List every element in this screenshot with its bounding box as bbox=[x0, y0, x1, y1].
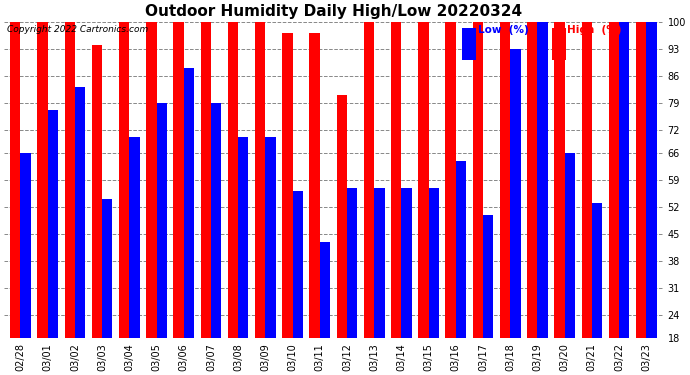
Bar bbox=[282, 33, 293, 338]
Bar bbox=[428, 188, 439, 338]
Bar bbox=[266, 137, 276, 338]
Bar bbox=[157, 103, 167, 338]
Bar bbox=[102, 199, 112, 338]
Bar bbox=[374, 188, 384, 338]
Bar bbox=[636, 0, 647, 338]
Bar bbox=[619, 22, 629, 338]
Bar bbox=[592, 203, 602, 338]
Text: Low  (%): Low (%) bbox=[478, 25, 529, 35]
Bar bbox=[201, 0, 211, 338]
Bar bbox=[538, 18, 548, 338]
Bar bbox=[473, 0, 483, 338]
Bar bbox=[609, 0, 619, 338]
Bar bbox=[10, 0, 21, 338]
Bar bbox=[446, 0, 456, 338]
Text: Copyright 2022 Cartronics.com: Copyright 2022 Cartronics.com bbox=[8, 25, 149, 34]
Bar bbox=[462, 28, 476, 60]
Bar bbox=[500, 0, 510, 338]
Bar bbox=[554, 0, 564, 338]
Bar bbox=[347, 188, 357, 338]
Bar bbox=[319, 242, 330, 338]
Bar bbox=[48, 110, 58, 338]
Bar bbox=[527, 0, 538, 338]
Bar bbox=[483, 214, 493, 338]
Bar bbox=[146, 0, 157, 338]
Bar bbox=[337, 95, 347, 338]
Text: High  (%): High (%) bbox=[567, 25, 622, 35]
Bar bbox=[456, 160, 466, 338]
Bar bbox=[75, 87, 86, 338]
Bar bbox=[65, 0, 75, 338]
Bar bbox=[582, 0, 592, 338]
Bar bbox=[293, 191, 303, 338]
Bar bbox=[402, 188, 412, 338]
Bar bbox=[647, 0, 657, 338]
Bar bbox=[255, 0, 266, 338]
Bar bbox=[129, 137, 139, 338]
Bar bbox=[21, 153, 31, 338]
Bar bbox=[391, 0, 402, 338]
Bar bbox=[184, 68, 194, 338]
Bar bbox=[119, 3, 129, 338]
Bar bbox=[364, 0, 374, 338]
Bar bbox=[211, 103, 221, 338]
Bar bbox=[37, 0, 48, 338]
Bar bbox=[564, 153, 575, 338]
Bar bbox=[309, 33, 319, 338]
Bar bbox=[552, 28, 566, 60]
Bar bbox=[173, 0, 184, 338]
Bar bbox=[228, 0, 238, 338]
Title: Outdoor Humidity Daily High/Low 20220324: Outdoor Humidity Daily High/Low 20220324 bbox=[145, 4, 522, 19]
Bar bbox=[510, 49, 520, 338]
Bar bbox=[238, 137, 248, 338]
Bar bbox=[418, 0, 428, 338]
Bar bbox=[92, 45, 102, 338]
